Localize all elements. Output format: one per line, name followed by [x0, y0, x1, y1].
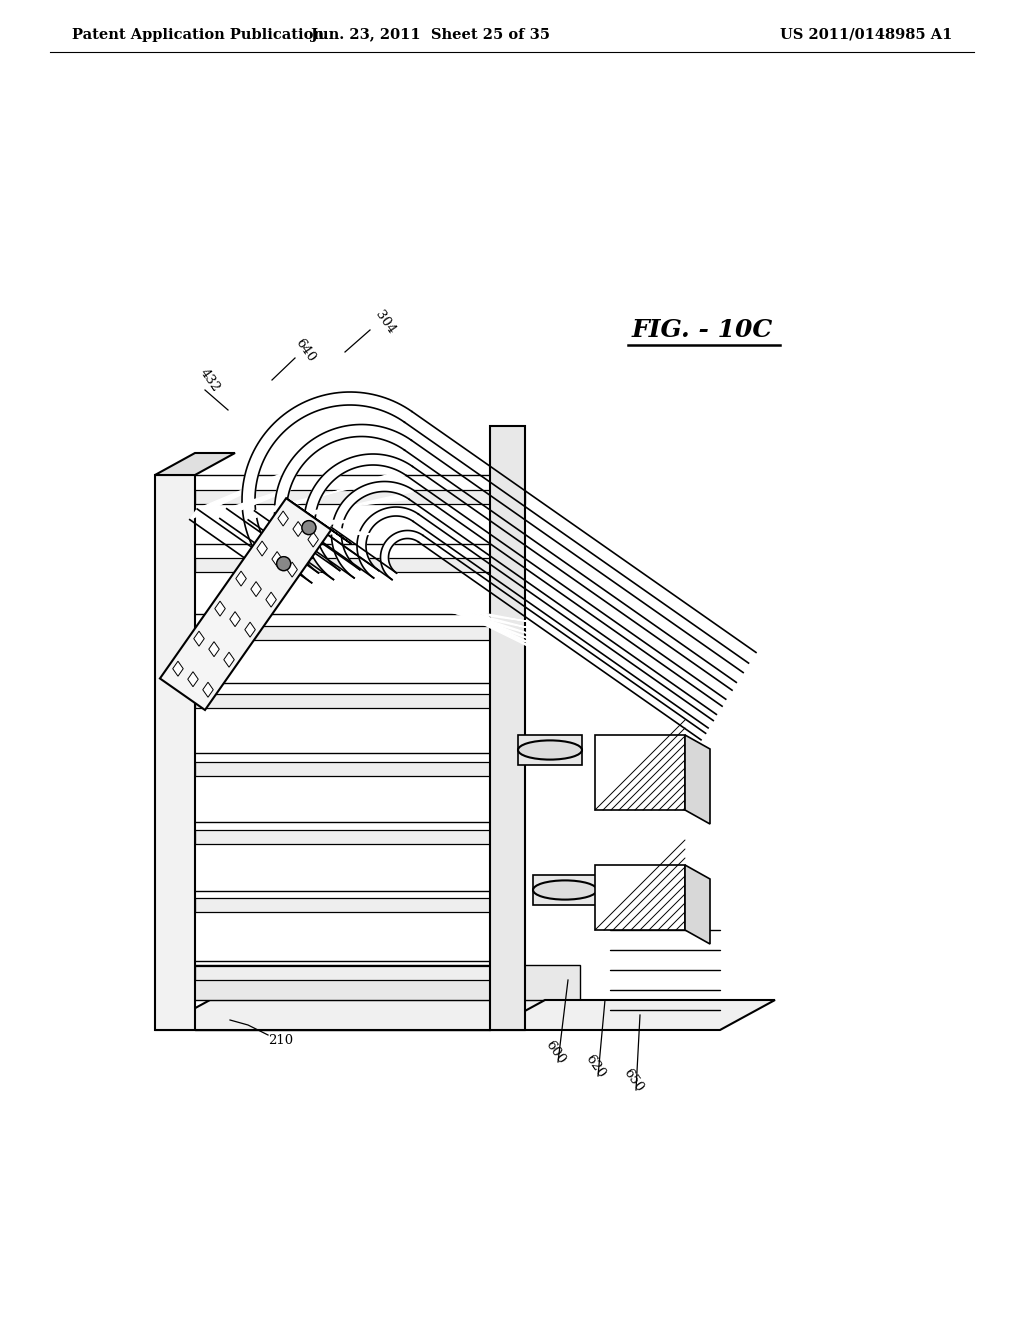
Polygon shape: [155, 965, 580, 1001]
Polygon shape: [194, 631, 204, 647]
Polygon shape: [203, 682, 213, 697]
Polygon shape: [287, 562, 297, 577]
Polygon shape: [195, 830, 500, 843]
Polygon shape: [595, 865, 685, 931]
Polygon shape: [685, 865, 710, 944]
Text: 600: 600: [543, 1038, 567, 1067]
Circle shape: [302, 520, 316, 535]
Text: US 2011/0148985 A1: US 2011/0148985 A1: [780, 28, 952, 42]
Polygon shape: [490, 426, 525, 1030]
Polygon shape: [173, 661, 183, 676]
Polygon shape: [155, 475, 195, 1030]
Polygon shape: [195, 762, 505, 776]
Text: 304: 304: [373, 308, 397, 337]
Text: 620: 620: [583, 1052, 607, 1080]
Text: Jun. 23, 2011  Sheet 25 of 35: Jun. 23, 2011 Sheet 25 of 35: [310, 28, 550, 42]
Polygon shape: [293, 521, 303, 536]
Polygon shape: [215, 601, 225, 616]
Polygon shape: [490, 1001, 775, 1030]
Polygon shape: [266, 593, 276, 607]
Polygon shape: [189, 392, 756, 663]
Polygon shape: [308, 532, 318, 546]
Polygon shape: [195, 626, 515, 640]
Ellipse shape: [518, 741, 582, 759]
Polygon shape: [187, 672, 199, 686]
Circle shape: [276, 557, 291, 570]
Polygon shape: [236, 572, 247, 586]
Polygon shape: [195, 898, 495, 912]
Polygon shape: [195, 694, 510, 708]
Polygon shape: [286, 498, 351, 544]
Polygon shape: [275, 482, 722, 714]
Polygon shape: [209, 642, 219, 656]
Polygon shape: [534, 875, 597, 906]
Text: 650: 650: [621, 1067, 645, 1094]
Text: Patent Application Publication: Patent Application Publication: [72, 28, 324, 42]
Polygon shape: [220, 425, 743, 682]
Polygon shape: [155, 1001, 580, 1030]
Ellipse shape: [534, 880, 597, 900]
Text: 432: 432: [198, 366, 222, 395]
Polygon shape: [251, 582, 261, 597]
Polygon shape: [278, 511, 289, 525]
Polygon shape: [595, 735, 685, 810]
Polygon shape: [301, 507, 714, 727]
Polygon shape: [327, 527, 706, 739]
Polygon shape: [248, 454, 732, 700]
Polygon shape: [160, 498, 331, 710]
Polygon shape: [195, 558, 520, 572]
Polygon shape: [155, 453, 234, 475]
Polygon shape: [518, 735, 582, 766]
Polygon shape: [195, 966, 490, 979]
Polygon shape: [245, 622, 255, 638]
Text: 640: 640: [293, 335, 317, 364]
Polygon shape: [685, 735, 710, 824]
Polygon shape: [224, 652, 234, 667]
Polygon shape: [195, 490, 525, 504]
Polygon shape: [271, 552, 283, 566]
Text: FIG. - 10C: FIG. - 10C: [632, 318, 773, 342]
Polygon shape: [229, 611, 241, 627]
Polygon shape: [257, 541, 267, 556]
Text: 210: 210: [268, 1034, 293, 1047]
